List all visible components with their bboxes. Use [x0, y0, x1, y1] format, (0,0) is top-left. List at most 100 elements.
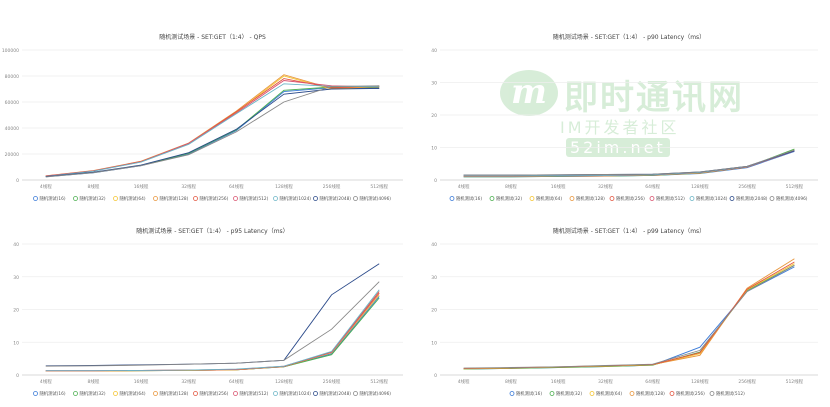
legend-marker: [33, 391, 38, 396]
series-line: [45, 292, 380, 372]
legend-marker: [609, 196, 615, 201]
legend-label: 随机测试(256): [200, 195, 229, 202]
legend-marker: [569, 196, 575, 201]
legend-item: 随机测试(2048): [313, 195, 352, 202]
y-tick-label: 30: [431, 81, 437, 87]
x-tick-label: 64线程: [645, 378, 660, 385]
x-tick-label: 4线程: [458, 183, 470, 190]
x-tick-label: 16线程: [551, 378, 566, 385]
legend-item: 随机测试(256): [669, 390, 705, 397]
legend-item: 随机测试(64): [589, 390, 622, 397]
x-tick-label: 256线程: [738, 183, 756, 190]
x-tick-label: 128线程: [275, 378, 293, 385]
legend-item: 随机测试(4096): [353, 195, 392, 202]
p95-latency-chart: 随机测试场景 - SET:GET（1:4） - p95 Latency（ms） 0…: [0, 222, 415, 403]
series-line: [463, 263, 795, 370]
series-line: [463, 266, 795, 370]
legend-label: 随机测试(128): [576, 195, 605, 202]
p99-latency-chart: 随机测试场景 - SET:GET（1:4） - p99 Latency（ms） 0…: [418, 222, 830, 403]
chart-svg: 随机测试场景 - SET:GET（1:4） - QPS 0 20000 40000 60…: [2, 33, 403, 202]
legend-item: 随机测试(128): [153, 390, 189, 397]
y-tick-label: 0: [16, 178, 19, 184]
legend-label: 随机测试(16): [40, 390, 66, 397]
legend-marker: [589, 391, 595, 396]
chart-svg: 随机测试场景 - SET:GET（1:4） - p95 Latency（ms） 0…: [13, 227, 403, 397]
series-line: [463, 150, 795, 177]
x-tick-label: 16线程: [134, 378, 149, 385]
legend-item: 随机测试(64): [529, 195, 562, 202]
legend-marker: [709, 391, 715, 396]
legend-label: 随机测试(16): [40, 195, 66, 202]
series-line: [45, 83, 380, 177]
y-tick-label: 20: [13, 308, 19, 314]
y-tick-label: 40: [431, 242, 437, 248]
legend-label: 随机测试(256): [676, 390, 705, 397]
x-tick-label: 8线程: [505, 183, 517, 190]
legend-marker: [769, 196, 775, 201]
legend-marker: [113, 391, 118, 396]
legend-item: 随机测试(32): [489, 195, 522, 202]
legend-label: 随机测试(2048): [320, 195, 352, 202]
legend-marker: [273, 196, 278, 201]
legend-item: 随机测试(1024): [689, 195, 728, 202]
legend-item: 随机测试(32): [73, 390, 106, 397]
series-line: [45, 74, 380, 177]
x-tick-label: 8线程: [88, 183, 100, 190]
chart-title: 随机测试场景 - SET:GET（1:4） - p95 Latency（ms）: [136, 227, 288, 235]
legend-item: 随机测试(64): [113, 195, 146, 202]
x-tick-label: 8线程: [88, 378, 100, 385]
p90-latency-chart: 随机测试场景 - SET:GET（1:4） - p90 Latency（ms） 0…: [418, 28, 830, 208]
y-tick-label: 10: [13, 340, 19, 346]
series-line: [463, 150, 795, 178]
x-tick-label: 512线程: [370, 378, 388, 385]
series-line: [463, 264, 795, 370]
chart-title: 随机测试场景 - SET:GET（1:4） - QPS: [159, 33, 266, 41]
legend-label: 随机测试(32): [496, 195, 522, 202]
legend-label: 随机测试(1024): [280, 390, 312, 397]
legend-label: 随机测试(1024): [696, 195, 728, 202]
x-tick-label: 64线程: [645, 183, 660, 190]
legend-label: 随机测试(1024): [280, 195, 312, 202]
legend-item: 随机测试(1024): [273, 195, 312, 202]
legend-marker: [33, 196, 38, 201]
legend-marker: [669, 391, 675, 396]
legend-item: 随机测试(32): [73, 195, 106, 202]
legend-item: 随机测试(2048): [729, 195, 768, 202]
legend-label: 随机测试(16): [456, 195, 482, 202]
legend-item: 随机测试(512): [649, 195, 685, 202]
y-tick-label: 40: [13, 242, 19, 248]
legend-label: 随机测试(4096): [360, 195, 392, 202]
x-tick-label: 512线程: [370, 183, 388, 190]
legend-item: 随机测试(16): [33, 390, 66, 397]
x-tick-label: 16线程: [134, 183, 149, 190]
series-line: [45, 78, 380, 177]
x-tick-label: 4线程: [40, 378, 52, 385]
series-line: [45, 86, 380, 178]
x-tick-label: 16线程: [551, 183, 566, 190]
legend-label: 随机测试(512): [716, 390, 745, 397]
legend-label: 随机测试(64): [120, 390, 146, 397]
x-tick-label: 4线程: [40, 183, 52, 190]
series-line: [45, 263, 380, 367]
x-tick-label: 32线程: [598, 183, 613, 190]
series-line: [45, 289, 380, 372]
legend-item: 随机测试(128): [153, 195, 189, 202]
series-line: [45, 294, 380, 372]
x-tick-label: 128线程: [691, 378, 709, 385]
legend-item: 随机测试(256): [193, 390, 229, 397]
x-tick-label: 128线程: [275, 183, 293, 190]
legend-label: 随机测试(64): [536, 195, 562, 202]
legend-label: 随机测试(32): [80, 390, 106, 397]
legend-label: 随机测试(128): [636, 390, 665, 397]
legend-label: 随机测试(64): [120, 195, 146, 202]
legend-item: 随机测试(512): [233, 195, 269, 202]
legend-label: 随机测试(32): [80, 195, 106, 202]
x-tick-label: 4线程: [458, 378, 470, 385]
y-tick-label: 0: [434, 178, 437, 184]
legend-item: 随机测试(4096): [353, 390, 391, 397]
legend-label: 随机测试(128): [160, 195, 189, 202]
legend-marker: [729, 196, 735, 201]
series-line: [45, 292, 380, 372]
legend-item: 随机测试(256): [609, 195, 645, 202]
legend-label: 随机测试(4096): [776, 195, 808, 202]
